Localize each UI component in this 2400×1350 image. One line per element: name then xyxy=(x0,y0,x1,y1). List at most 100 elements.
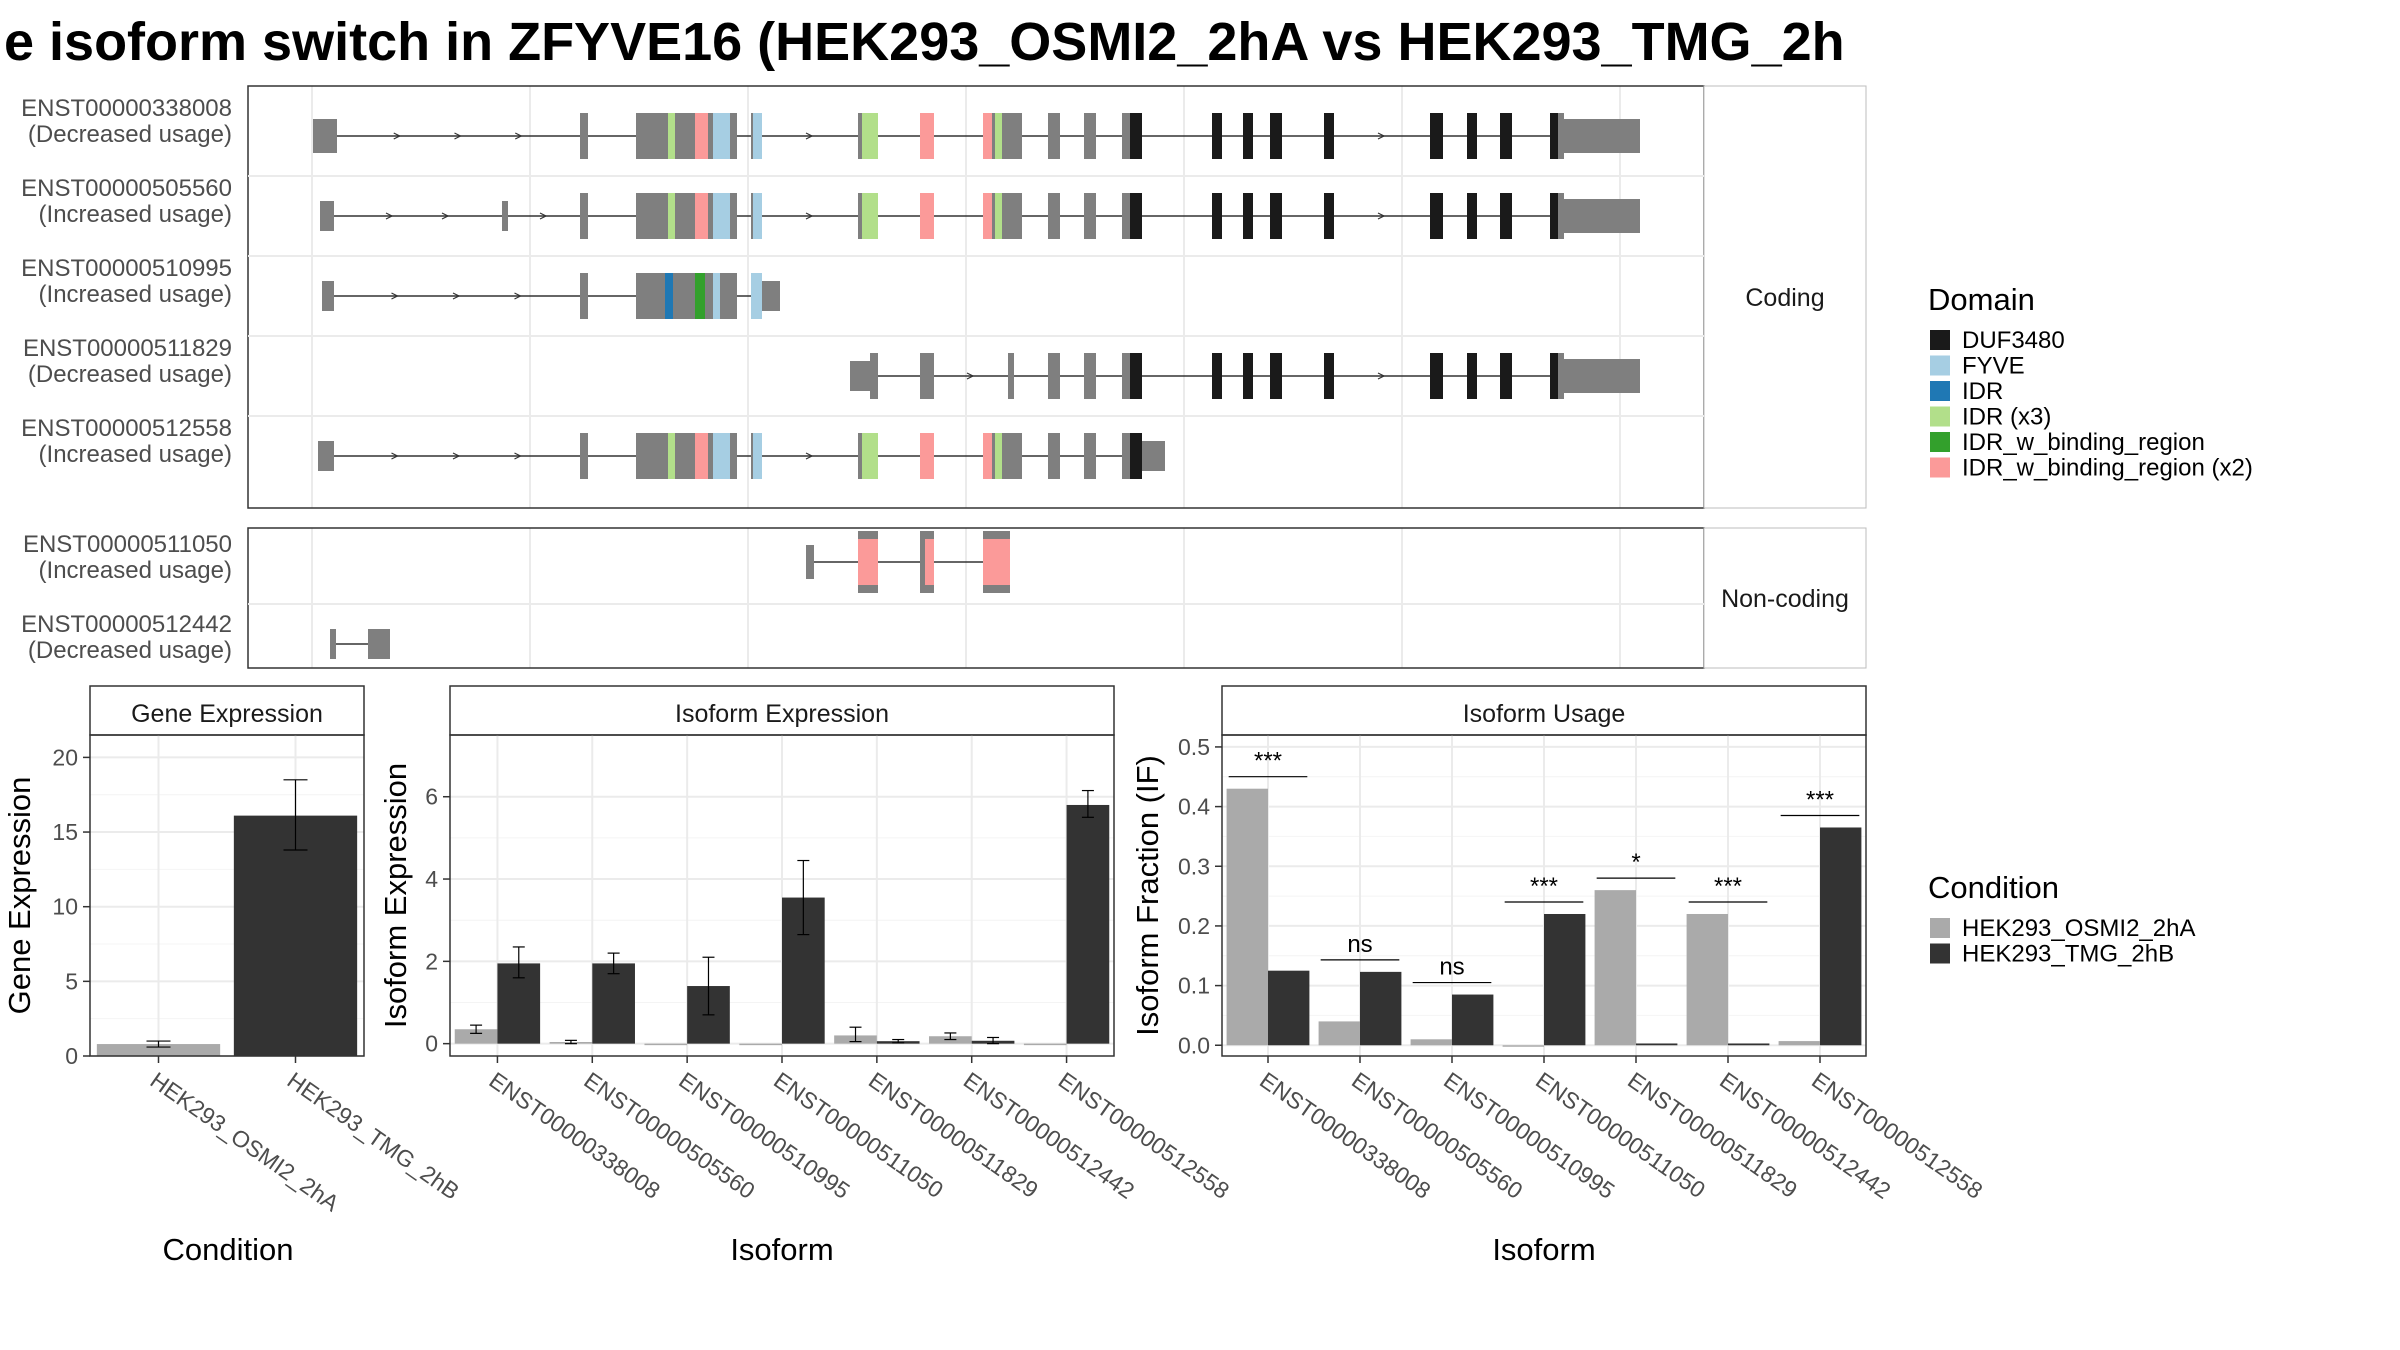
intron-arrow xyxy=(1377,372,1386,380)
domain-segment xyxy=(1130,353,1142,399)
domain-segment xyxy=(1270,353,1282,399)
transcript-id-ENST00000511050: ENST00000511050 xyxy=(23,531,232,558)
domain-segment xyxy=(1243,113,1253,159)
bar-HEK293_TMG_2hB xyxy=(1636,1043,1678,1046)
domain-segment xyxy=(1500,353,1512,399)
exon xyxy=(313,119,337,153)
bar-HEK293_OSMI2_2hA xyxy=(1594,890,1636,1046)
transcript-usage-ENST00000505560: (Increased usage) xyxy=(39,201,232,228)
domain-segment xyxy=(1130,193,1142,239)
exon xyxy=(1048,113,1060,159)
transcript-id-ENST00000511829: ENST00000511829 xyxy=(23,335,232,362)
domain-legend-label: IDR xyxy=(1962,378,2003,405)
domain-segment xyxy=(753,193,762,239)
x-tick-label: ENST00000512442 xyxy=(959,1067,1139,1204)
intron-arrow xyxy=(514,452,522,460)
domain-segment xyxy=(1430,113,1443,159)
exon xyxy=(870,353,878,399)
domain-segment xyxy=(1324,193,1334,239)
domain-legend-swatch xyxy=(1930,330,1950,350)
domain-segment xyxy=(1467,193,1477,239)
exon xyxy=(1008,353,1014,399)
exon xyxy=(580,113,588,159)
bar-HEK293_TMG_2hB xyxy=(1066,804,1110,1044)
transcript-model xyxy=(850,353,1640,399)
domain-segment xyxy=(1430,193,1443,239)
y-tick-label: 6 xyxy=(425,784,438,810)
chart-1: Isoform Expression0246ENST00000338008ENS… xyxy=(378,685,1234,1267)
x-tick-label: ENST00000505560 xyxy=(1347,1067,1527,1204)
bar-HEK293_TMG_2hB xyxy=(1360,971,1402,1046)
exon xyxy=(330,629,336,659)
exon xyxy=(580,273,588,319)
noncoding-strip-label: Non-coding xyxy=(1721,585,1849,613)
intron-arrow xyxy=(514,132,523,140)
domain-segment xyxy=(858,539,878,585)
y-tick-label: 0.2 xyxy=(1178,913,1210,939)
domain-segment xyxy=(751,273,762,319)
condition-legend-label: HEK293_TMG_2hB xyxy=(1962,941,2174,968)
intron-arrow xyxy=(391,292,399,300)
y-tick-label: 0.5 xyxy=(1178,734,1210,760)
exon xyxy=(1084,193,1096,239)
domain-segment xyxy=(920,113,934,159)
chart-2: Isoform Usage0.00.10.20.30.40.5***nsns**… xyxy=(1130,685,1988,1267)
transcript-model xyxy=(320,193,1640,239)
exon xyxy=(1084,353,1096,399)
x-tick-label: ENST00000511050 xyxy=(1531,1067,1710,1203)
domain-segment xyxy=(1550,113,1558,159)
x-tick-label: ENST00000511829 xyxy=(1623,1067,1802,1203)
x-tick-label: ENST00000338008 xyxy=(1255,1067,1435,1204)
domain-legend-swatch xyxy=(1930,457,1950,478)
domain-segment xyxy=(695,113,708,159)
domain-segment xyxy=(668,433,675,479)
exon xyxy=(636,273,737,319)
bar-HEK293_OSMI2_2hA xyxy=(96,1044,221,1056)
domain-legend-label: DUF3480 xyxy=(1962,327,2065,354)
intron-arrow xyxy=(805,452,814,460)
y-axis-title: Isoform Fraction (IF) xyxy=(1130,755,1165,1036)
intron-arrow xyxy=(452,292,461,300)
y-tick-label: 5 xyxy=(65,968,78,994)
intron-arrow xyxy=(385,212,394,220)
chart-title: Isoform Expression xyxy=(675,700,889,728)
domain-segment xyxy=(1212,113,1222,159)
exon xyxy=(322,281,334,311)
figure-title: e isoform switch in ZFYVE16 (HEK293_OSMI… xyxy=(4,12,1845,72)
intron-arrow xyxy=(393,132,402,140)
significance-label: *** xyxy=(1806,786,1834,813)
coding-strip xyxy=(1703,85,1867,509)
intron-arrow xyxy=(391,452,399,460)
exon xyxy=(1564,119,1640,153)
noncoding-strip xyxy=(1703,527,1867,669)
exon xyxy=(502,201,508,231)
intron-arrow xyxy=(1377,132,1386,140)
bar-HEK293_OSMI2_2hA xyxy=(739,1043,782,1046)
bar-HEK293_TMG_2hB xyxy=(1268,970,1310,1046)
bar-HEK293_OSMI2_2hA xyxy=(1686,913,1728,1046)
domain-segment xyxy=(668,113,675,159)
exon xyxy=(806,545,814,579)
domain-segment xyxy=(862,193,878,239)
bar-HEK293_OSMI2_2hA xyxy=(1778,1041,1820,1046)
bar-HEK293_TMG_2hB xyxy=(233,815,358,1056)
bar-HEK293_TMG_2hB xyxy=(592,963,635,1044)
y-tick-label: 20 xyxy=(52,744,78,770)
x-tick-label: ENST00000512558 xyxy=(1054,1067,1234,1204)
condition-legend-swatch xyxy=(1930,918,1950,938)
domain-segment xyxy=(1324,353,1334,399)
bar-charts: Gene Expression05101520HEK293_OSMI2_2hAH… xyxy=(2,685,1988,1267)
domain-segment xyxy=(995,433,1002,479)
domain-legend-label: IDR (x3) xyxy=(1962,404,2051,431)
exon xyxy=(850,361,870,391)
y-tick-label: 2 xyxy=(425,948,438,974)
coding-strip-label: Coding xyxy=(1745,284,1824,312)
domain-segment xyxy=(983,433,992,479)
exon xyxy=(1048,193,1060,239)
transcript-model xyxy=(318,433,1165,479)
domain-segment xyxy=(668,193,675,239)
exon xyxy=(1564,199,1640,233)
exon xyxy=(920,353,934,399)
exon xyxy=(1048,353,1060,399)
